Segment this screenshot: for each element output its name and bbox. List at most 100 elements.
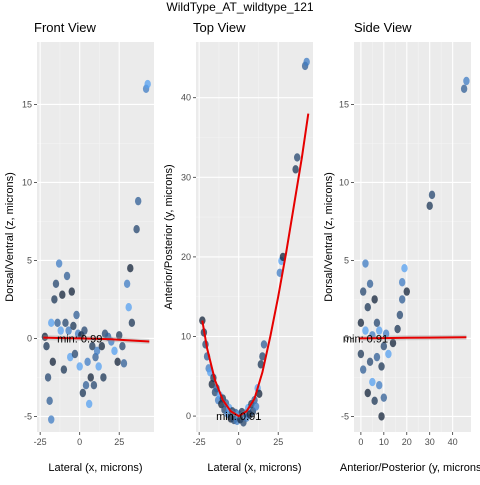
data-point [144, 79, 151, 89]
data-point [95, 362, 102, 371]
data-point [73, 310, 80, 320]
panel-title: Front View [34, 20, 97, 35]
y-tick-label: 30 [181, 172, 191, 182]
x-tick-label: 30 [425, 437, 435, 447]
data-point [89, 342, 96, 351]
data-point [63, 271, 71, 281]
data-point [59, 290, 66, 299]
data-point [256, 389, 263, 398]
x-axis-label: Lateral (x, microns) [48, 462, 142, 474]
data-point [98, 342, 106, 351]
data-point [111, 346, 118, 356]
data-point [292, 165, 299, 174]
data-point [260, 340, 268, 349]
y-tick-label: 10 [22, 177, 32, 187]
data-point [252, 402, 260, 411]
x-tick-label: 20 [402, 437, 412, 447]
data-point [55, 259, 63, 268]
data-point [428, 190, 436, 200]
x-tick-label: 0 [236, 437, 241, 447]
data-point [369, 377, 376, 387]
data-point [65, 326, 72, 335]
data-point [119, 342, 126, 351]
data-point [208, 380, 216, 389]
panel-background [37, 42, 154, 432]
y-axis-label: Dorsal/Ventral (z, microns) [323, 172, 335, 302]
data-point [303, 57, 310, 67]
data-point [357, 318, 365, 327]
data-point [93, 346, 101, 356]
data-point [60, 365, 68, 374]
x-tick-label: 0 [358, 437, 363, 447]
data-point [378, 362, 385, 371]
x-axis-label: Anterior/Posterior (y, microns) [340, 462, 480, 474]
panel-title: Side View [354, 20, 412, 35]
data-point [426, 201, 433, 210]
min-annotation: min: 0.99 [57, 333, 102, 345]
data-point [54, 318, 61, 327]
x-tick-label: 40 [448, 437, 458, 447]
data-point [123, 279, 131, 288]
data-point [71, 349, 79, 359]
data-point [79, 388, 87, 398]
min-annotation: min: 0.91 [343, 333, 388, 345]
y-tick-label: 15 [339, 99, 349, 109]
data-point [364, 303, 371, 312]
panel-1: Front View min: 0.99 -25 0 25 -5 0 5 10 15 Lateral… [4, 20, 154, 474]
data-point [362, 326, 369, 335]
x-tick-label: -25 [193, 437, 206, 447]
data-point [76, 362, 83, 371]
y-tick-label: 10 [339, 177, 349, 187]
y-axis-label: Anterior/Posterior (y, microns) [163, 164, 175, 309]
data-point [52, 279, 60, 288]
data-point [70, 321, 77, 331]
data-point [84, 357, 91, 366]
data-point [463, 76, 470, 86]
data-point [48, 415, 55, 424]
y-tick-label: -5 [24, 411, 32, 421]
panel-title: Top View [193, 20, 246, 35]
x-tick-label: 0 [77, 437, 82, 447]
data-point [362, 259, 369, 268]
data-point [44, 373, 52, 382]
data-point [396, 310, 404, 320]
y-axis-label: Dorsal/Ventral (z, microns) [4, 172, 16, 302]
data-point [68, 287, 75, 296]
data-point [87, 373, 94, 382]
data-point [90, 381, 98, 390]
data-point [382, 329, 390, 338]
data-point [371, 295, 378, 304]
data-point [293, 153, 301, 162]
data-point [364, 388, 371, 398]
data-point [376, 381, 383, 390]
data-point [128, 318, 136, 327]
data-point [257, 360, 265, 369]
data-point [67, 352, 74, 362]
y-tick-label: 0 [344, 333, 349, 343]
x-tick-label: 25 [114, 437, 124, 447]
data-point [259, 352, 266, 361]
data-point [82, 381, 90, 390]
data-point [380, 393, 388, 402]
y-tick-label: 5 [344, 255, 349, 265]
data-point [85, 399, 93, 409]
data-point [389, 338, 397, 348]
y-tick-label: 15 [22, 99, 32, 109]
data-point [357, 349, 365, 359]
data-point [199, 316, 206, 325]
x-tick-label: 25 [273, 437, 283, 447]
data-point [100, 373, 107, 382]
y-tick-label: 20 [181, 252, 191, 262]
data-point [125, 303, 132, 312]
y-tick-label: 0 [27, 333, 32, 343]
y-tick-label: 10 [181, 331, 191, 341]
data-point [114, 357, 121, 366]
data-point [366, 279, 374, 288]
y-tick-label: -5 [341, 411, 349, 421]
min-annotation: min: 0.91 [216, 411, 261, 423]
data-point [394, 324, 401, 334]
data-point [401, 264, 408, 273]
